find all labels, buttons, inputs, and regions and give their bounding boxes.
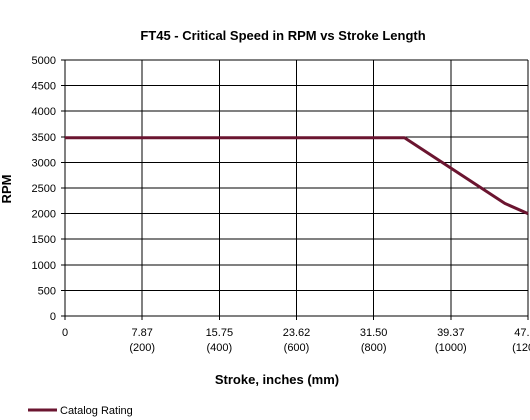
x-tick-sublabel-3: (600) — [284, 342, 310, 354]
x-axis-ticks: 0 7.87 (200) 15.75 (400) 23.62 (600) 31.50 (800)… — [62, 316, 530, 354]
y-tick-label-1: 500 — [38, 285, 56, 297]
y-tick-label-6: 3000 — [32, 157, 56, 169]
x-tick-label-6: 47.24 — [514, 327, 530, 339]
x-tick-label-1: 7.87 — [131, 327, 152, 339]
x-tick-sublabel-4: (800) — [361, 342, 387, 354]
y-tick-label-5: 2500 — [32, 183, 56, 195]
y-tick-label-0: 0 — [50, 311, 56, 323]
x-tick-sublabel-6: (1200) — [512, 342, 530, 354]
y-tick-label-8: 4000 — [32, 106, 56, 118]
legend-label: Catalog Rating — [60, 405, 133, 417]
y-tick-label-3: 1500 — [32, 234, 56, 246]
y-tick-label-9: 4500 — [32, 81, 56, 93]
x-tick-label-2: 15.75 — [206, 327, 234, 339]
chart-title: FT45 - Critical Speed in RPM vs Stroke L… — [140, 28, 425, 43]
x-tick-sublabel-2: (400) — [206, 342, 232, 354]
x-tick-sublabel-1: (200) — [129, 342, 155, 354]
y-tick-label-2: 1000 — [32, 260, 56, 272]
y-axis-ticks: 0 500 1000 1500 2000 2500 3000 3500 4000 4500 5000 — [32, 55, 65, 323]
legend: Catalog Rating — [28, 405, 133, 417]
x-tick-label-0: 0 — [62, 327, 68, 339]
y-tick-label-7: 3500 — [32, 132, 56, 144]
x-tick-label-4: 31.50 — [360, 327, 388, 339]
x-axis-label: Stroke, inches (mm) — [215, 372, 339, 387]
y-tick-label-4: 2000 — [32, 209, 56, 221]
y-tick-label-10: 5000 — [32, 55, 56, 67]
x-tick-label-3: 23.62 — [283, 327, 311, 339]
x-tick-sublabel-5: (1000) — [435, 342, 467, 354]
chart-grid — [64, 59, 529, 317]
y-axis-label: RPM — [0, 175, 14, 204]
x-tick-label-5: 39.37 — [437, 327, 465, 339]
chart-series — [65, 136, 529, 215]
series-line-0 — [65, 136, 529, 215]
